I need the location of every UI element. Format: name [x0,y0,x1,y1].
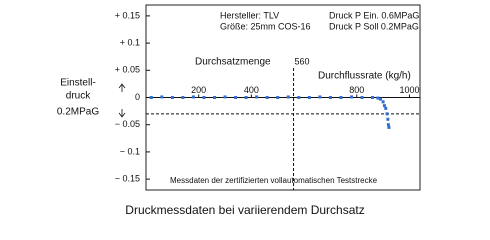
annotation: Durchflussrate (kg/h) [318,71,411,82]
data-point [297,96,301,99]
data-point [255,95,259,99]
y-tick-label: 0 [135,92,140,102]
caption: Druckmessdaten bei variierendem Durchsat… [125,203,364,217]
data-point [244,96,248,99]
annotation: Messdaten der zertifizierten vollautomat… [170,176,378,185]
y-tick-label: − 0.05 [115,119,140,129]
data-point [386,117,390,121]
y-label: 0.2MPaG [57,107,99,118]
data-point [265,96,269,99]
data-point [382,104,386,108]
data-point [181,96,185,99]
data-point [381,100,385,104]
x-tick-label: 200 [191,85,206,95]
x-tick-label: 1000 [399,85,419,95]
y-tick-label: + 0.05 [115,65,140,75]
data-point [371,96,375,99]
data-point [234,96,238,99]
data-point [213,96,216,99]
data-point [160,95,164,99]
annotation: Druck P Soll 0.2MPaG [329,21,419,31]
y-tick-label: + 0.15 [115,10,140,20]
data-point [223,95,227,99]
data-point [202,96,206,99]
y-label: druck [66,91,91,102]
data-point [170,96,174,99]
data-point [191,95,195,99]
y-label: Einstell- [60,78,96,89]
data-point [307,96,311,99]
data-point [385,112,389,116]
data-point [387,125,391,129]
data-point [384,106,388,110]
y-tick-label: + 0.1 [120,37,140,47]
data-point [360,96,364,99]
annotation: Druck P Ein. 0.6MPaG [329,10,419,20]
x-tick-label: 800 [349,85,364,95]
data-point [328,96,332,99]
arrows [118,83,126,118]
x-tick-label: 400 [244,85,259,95]
data-point [149,96,153,99]
annotation: Durchsatzmenge [195,57,271,68]
data-point [286,95,290,99]
y-tick-label: − 0.15 [115,173,140,183]
data-point [339,96,343,99]
reference-label: 560 [295,56,310,66]
data-point [376,96,380,100]
data-point [350,95,353,99]
annotation: Größe: 25mm COS-16 [220,21,311,31]
y-tick-label: − 0.1 [120,146,140,156]
data-point [318,95,322,99]
annotation: Hersteller: TLV [220,10,279,20]
data-point [378,97,382,101]
data-point [276,96,280,99]
chart: Druckmessdaten bei variierendem Durchsat… [57,4,421,217]
data-point [386,123,390,127]
